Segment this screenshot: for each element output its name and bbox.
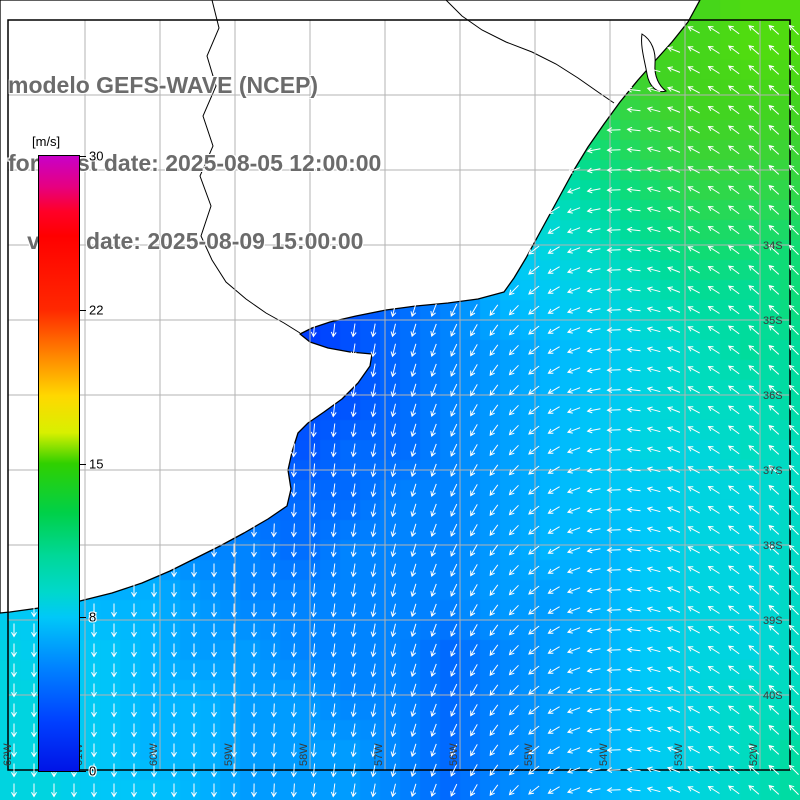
colorbar-tick-label: 15 xyxy=(89,456,104,471)
model-title: modelo GEFS-WAVE (NCEP) xyxy=(8,72,319,98)
colorbar-unit-label: [m/s] xyxy=(32,134,61,149)
latitude-label: 34S xyxy=(763,240,783,252)
colorbar-tick xyxy=(80,309,86,311)
colorbar: [m/s] 30 22 15 8 0 xyxy=(32,134,103,779)
colorbar-tick-label: 0 xyxy=(89,763,97,779)
colorbar-tick xyxy=(80,156,86,157)
longitude-label: 60W xyxy=(148,743,160,766)
longitude-label: 58W xyxy=(298,743,310,766)
colorbar-tick xyxy=(80,617,86,619)
latitude-label: 40S xyxy=(763,690,783,702)
longitude-label: 54W xyxy=(598,743,610,766)
uruguay-river-border xyxy=(199,0,301,334)
grid-lines xyxy=(8,20,790,770)
map-frame xyxy=(7,19,791,771)
latitude-label: 36S xyxy=(763,390,783,402)
colorbar-tick-label: 30 xyxy=(89,148,104,164)
longitude-label: 55W xyxy=(523,743,535,766)
latitude-label: 37S xyxy=(763,465,783,477)
colorbar-gradient xyxy=(38,155,80,772)
latitude-label: 38S xyxy=(763,540,783,552)
longitude-label: 52W xyxy=(748,743,760,766)
longitude-label: 62W xyxy=(2,743,14,766)
land-coastline xyxy=(0,0,701,614)
longitude-label: 53W xyxy=(673,743,685,766)
longitude-label: 59W xyxy=(223,743,235,766)
colorbar-tick xyxy=(80,771,86,772)
wind-arrows xyxy=(11,24,799,798)
latitude-label: 39S xyxy=(763,615,783,627)
lagoon-outline xyxy=(641,33,668,93)
latitude-label: 35S xyxy=(763,315,783,327)
forecast-date: forecast date: 2025-08-05 12:00:00 xyxy=(8,150,382,176)
longitude-label: 56W xyxy=(448,743,460,766)
colorbar-tick xyxy=(80,463,86,465)
colorbar-tick-label: 22 xyxy=(89,302,104,318)
colorbar-tick-label: 8 xyxy=(89,609,97,625)
longitude-label: 57W xyxy=(373,743,385,766)
